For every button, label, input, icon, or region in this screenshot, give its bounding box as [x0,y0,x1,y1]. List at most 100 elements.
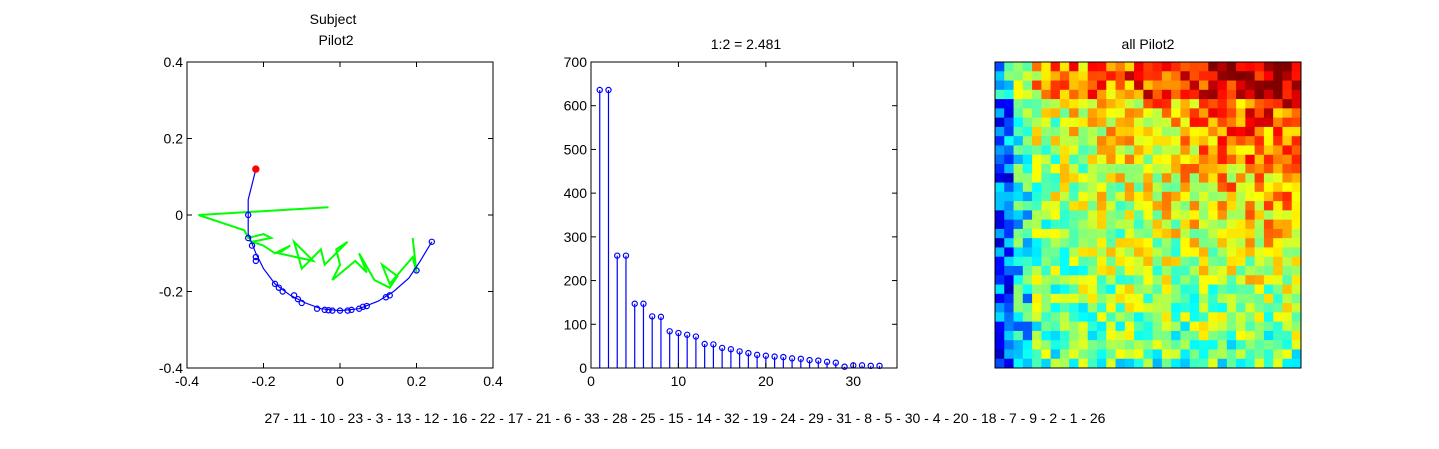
heatmap-cell [1069,191,1079,202]
heatmap-cell [1032,136,1042,146]
heatmap-cell [1217,312,1228,323]
heatmap-cell [1217,80,1228,91]
heatmap-cell [1087,80,1098,91]
heatmap-cell [1097,173,1107,183]
heatmap-cell [1161,219,1172,230]
heatmap-cell [1032,80,1042,91]
heatmap-cell [1199,358,1209,369]
heatmap-cell [995,80,1005,91]
heatmap-cell [1189,275,1200,285]
heatmap-cell [1013,136,1024,146]
heatmap-cell [1208,62,1218,72]
heatmap-cell [1273,201,1283,211]
heatmap-cell [1208,349,1218,360]
heatmap-cell [1124,256,1135,267]
heatmap-cell [1022,321,1033,332]
heatmap-cell [1087,358,1098,369]
heatmap-cell [1041,164,1052,174]
heatmap-cell [1273,136,1283,146]
heatmap-cell [1059,228,1070,239]
x-tick-label: 20 [758,373,774,389]
heatmap-cell [1282,71,1293,81]
heatmap-cell [1180,228,1191,239]
heatmap-cell [1143,62,1154,72]
heatmap-cell [1189,173,1200,183]
heatmap-cell [1254,358,1265,369]
heatmap-cell [1004,89,1014,100]
heatmap-cell [995,321,1005,332]
heatmap-cell [1263,145,1274,156]
heatmap-cell [995,136,1005,146]
heatmap-cell [1106,293,1116,304]
heatmap-cell [1115,228,1126,239]
heatmap-cell [1208,238,1218,248]
y-tick-label: 500 [564,141,588,157]
heatmap-cell [1180,284,1191,295]
heatmap-cell [1273,228,1283,239]
heatmap-cell [1041,89,1052,100]
heatmap-cell [1050,275,1061,285]
heatmap-cell [1087,266,1098,276]
heatmap-cell [1041,210,1052,221]
heatmap-cell [1254,173,1265,183]
arc-point-3 [252,253,260,261]
heatmap-cell [1050,201,1061,211]
heatmap-cell [1180,303,1191,313]
heatmap-cell [1059,219,1070,230]
heatmap-cell [1115,312,1126,323]
heatmap-cell [1059,266,1070,276]
heatmap-cell [1208,99,1218,109]
heatmap-cell [1087,330,1098,341]
heatmap-cell [1217,340,1228,350]
heatmap-cell [1078,247,1089,258]
heatmap-cell [1022,228,1033,239]
heatmap-cell [1226,303,1237,313]
heatmap-cell [1078,349,1089,360]
heatmap-cell [1059,340,1070,350]
heatmap-cell [1115,266,1126,276]
heatmap-cell [1161,349,1172,360]
heatmap-cell [1245,117,1256,128]
heatmap-cell [995,228,1005,239]
heatmap-cell [1013,293,1024,304]
heatmap-cell [1152,108,1163,119]
heatmap-cell [1013,238,1024,248]
heatmap-cell [1254,238,1265,248]
stem-marker-27 [823,358,831,366]
heatmap-cell [1069,89,1079,100]
heatmap-cell [1282,210,1293,221]
heatmap-cell [1022,303,1033,313]
heatmap-cell [1069,145,1079,156]
heatmap-cell [1013,349,1024,360]
heatmap-cell [1078,99,1089,109]
heatmap-cell [1254,210,1265,221]
heatmap-cell [1087,228,1098,239]
heatmap-cell [1245,173,1256,183]
heatmap-cell [1069,330,1079,341]
heatmap-cell [995,238,1005,248]
heatmap-cell [1022,256,1033,267]
heatmap-cell [1097,191,1107,202]
heatmap-cell [1143,330,1154,341]
heatmap-cell [1059,312,1070,323]
heatmap-cell [1282,256,1293,267]
heatmap-cell [1050,191,1061,202]
chart2-title: 1:2 = 2.481 [711,36,782,52]
heatmap-cell [1254,182,1265,193]
heatmap-cell [1134,164,1144,174]
heatmap-cell [1032,340,1042,350]
heatmap-cell [1041,303,1052,313]
heatmap-cell [1282,173,1293,183]
heatmap-cell [1143,256,1154,267]
heatmap-cell [1245,275,1256,285]
heatmap-cell [995,210,1005,221]
heatmap-cell [1161,284,1172,295]
heatmap-cell [1004,349,1014,360]
heatmap-cell [1143,126,1154,137]
y-tick-label: 700 [564,54,588,70]
heatmap-cell [1152,238,1163,248]
heatmap-cell [1152,145,1163,156]
heatmap-cell [1097,228,1107,239]
heatmap-cell [1180,358,1191,369]
heatmap-cell [1032,228,1042,239]
